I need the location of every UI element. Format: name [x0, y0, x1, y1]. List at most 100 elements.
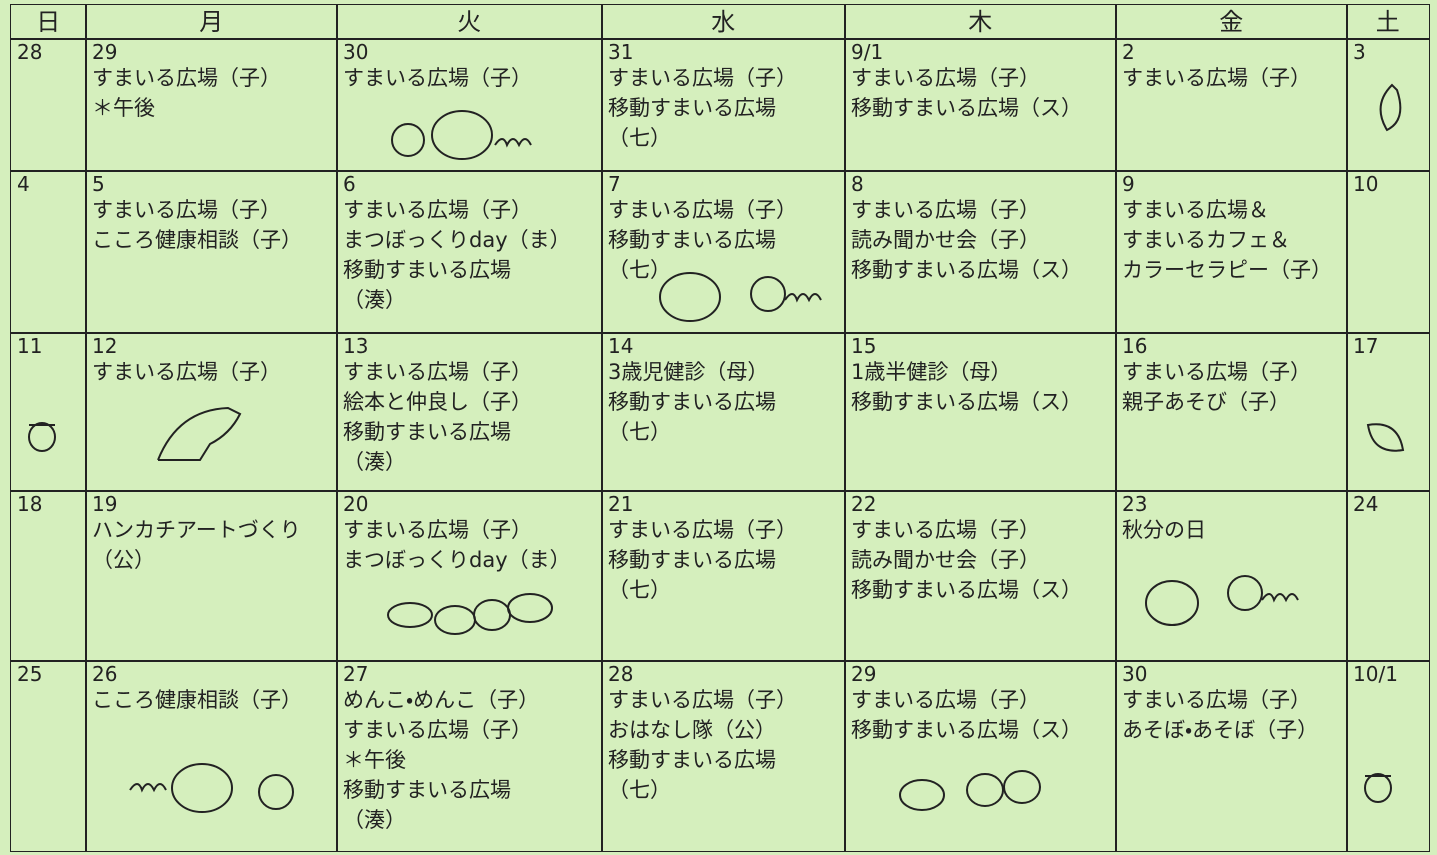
- day-cell: 16 すまいる広場（子） 親子あそび（子）: [1115, 332, 1348, 492]
- event: カラーセラピー（子）: [1122, 258, 1332, 282]
- day-cell: 10/1: [1346, 660, 1430, 852]
- event: 移動すまいる広場: [608, 228, 776, 252]
- date: 31: [608, 40, 634, 64]
- day-cell: 26 こころ健康相談（子）: [85, 660, 338, 852]
- day-cell: 30 すまいる広場（子）: [336, 38, 603, 172]
- day-header: 火: [336, 4, 603, 40]
- day-cell: 11: [10, 332, 87, 492]
- event: すまいる広場（子）: [608, 66, 797, 90]
- event: あそぼ・あそぼ（子）: [1122, 718, 1319, 742]
- date: 9: [1122, 172, 1135, 196]
- day-cell: 23 秋分の日: [1115, 490, 1348, 662]
- day-cell: 6 すまいる広場（子） まつぼっくりday（ま） 移動すまいる広場 （湊）: [336, 170, 603, 334]
- event: （湊）: [343, 808, 406, 832]
- day-cell: 17: [1346, 332, 1430, 492]
- day-header: 日: [10, 4, 87, 40]
- event: すまいる広場＆: [1122, 198, 1269, 222]
- event: すまいる広場（子）: [851, 198, 1040, 222]
- event: 絵本と仲良し（子）: [343, 390, 532, 414]
- event: （七）: [608, 578, 671, 602]
- event: （七）: [608, 126, 671, 150]
- day-cell: 14 3歳児健診（母） 移動すまいる広場 （七）: [601, 332, 846, 492]
- event: 移動すまいる広場（ス）: [851, 258, 1082, 282]
- day-cell: 13 すまいる広場（子） 絵本と仲良し（子） 移動すまいる広場 （湊）: [336, 332, 603, 492]
- date: 25: [17, 662, 43, 686]
- event: すまいる広場（子）: [608, 688, 797, 712]
- date: 10: [1353, 172, 1379, 196]
- day-cell: 5 すまいる広場（子） こころ健康相談（子）: [85, 170, 338, 334]
- event: （七）: [608, 420, 671, 444]
- day-cell: 10: [1346, 170, 1430, 334]
- event: （公）: [92, 548, 155, 572]
- event: ＊午後: [343, 748, 406, 772]
- event: 移動すまいる広場: [343, 778, 511, 802]
- event: 移動すまいる広場（ス）: [851, 578, 1082, 602]
- date: 29: [851, 662, 877, 686]
- event: すまいる広場（子）: [343, 360, 532, 384]
- day-cell: 24: [1346, 490, 1430, 662]
- day-cell: 20 すまいる広場（子） まつぼっくりday（ま）: [336, 490, 603, 662]
- date: 3: [1353, 40, 1366, 64]
- day-header: 月: [85, 4, 338, 40]
- event: こころ健康相談（子）: [92, 228, 302, 252]
- event: 移動すまいる広場（ス）: [851, 390, 1082, 414]
- date: 24: [1353, 492, 1379, 516]
- date: 7: [608, 172, 621, 196]
- event: 秋分の日: [1122, 518, 1206, 542]
- event: ＊午後: [92, 96, 155, 120]
- day-cell: 28 すまいる広場（子） おはなし隊（公） 移動すまいる広場 （七）: [601, 660, 846, 852]
- day-cell: 2 すまいる広場（子）: [1115, 38, 1348, 172]
- event: すまいる広場（子）: [343, 66, 532, 90]
- date: 18: [17, 492, 43, 516]
- day-cell: 19 ハンカチアートづくり （公）: [85, 490, 338, 662]
- event: ハンカチアートづくり: [92, 518, 301, 542]
- day-cell: 31 すまいる広場（子） 移動すまいる広場 （七）: [601, 38, 846, 172]
- date: 5: [92, 172, 105, 196]
- date: 2: [1122, 40, 1135, 64]
- date: 20: [343, 492, 369, 516]
- date: 17: [1353, 334, 1379, 358]
- date: 28: [608, 662, 634, 686]
- event: すまいる広場（子）: [608, 518, 797, 542]
- day-cell: 3: [1346, 38, 1430, 172]
- date: 12: [92, 334, 118, 358]
- day-cell: 9/1 すまいる広場（子） 移動すまいる広場（ス）: [844, 38, 1117, 172]
- day-cell: 29 すまいる広場（子） 移動すまいる広場（ス）: [844, 660, 1117, 852]
- day-cell: 29 すまいる広場（子） ＊午後: [85, 38, 338, 172]
- event: （湊）: [343, 288, 406, 312]
- date: 6: [343, 172, 356, 196]
- day-cell: 12 すまいる広場（子）: [85, 332, 338, 492]
- day-cell: 8 すまいる広場（子） 読み聞かせ会（子） 移動すまいる広場（ス）: [844, 170, 1117, 334]
- day-cell: 25: [10, 660, 87, 852]
- date: 27: [343, 662, 369, 686]
- date: 21: [608, 492, 634, 516]
- day-cell: 7 すまいる広場（子） 移動すまいる広場 （七）: [601, 170, 846, 334]
- date: 23: [1122, 492, 1148, 516]
- day-cell: 21 すまいる広場（子） 移動すまいる広場 （七）: [601, 490, 846, 662]
- date: 30: [1122, 662, 1148, 686]
- day-header: 水: [601, 4, 846, 40]
- event: 移動すまいる広場（ス）: [851, 718, 1082, 742]
- event: すまいるカフェ＆: [1122, 228, 1290, 252]
- day-cell: 28: [10, 38, 87, 172]
- day-cell: 4: [10, 170, 87, 334]
- event: 移動すまいる広場（ス）: [851, 96, 1082, 120]
- day-header: 木: [844, 4, 1117, 40]
- event: おはなし隊（公）: [608, 718, 776, 742]
- event: すまいる広場（子）: [343, 718, 532, 742]
- date: 9/1: [851, 40, 884, 64]
- event: 移動すまいる広場: [608, 748, 776, 772]
- date: 8: [851, 172, 864, 196]
- event: まつぼっくりday（ま）: [343, 548, 571, 572]
- date: 10/1: [1353, 662, 1398, 686]
- date: 16: [1122, 334, 1148, 358]
- event: すまいる広場（子）: [851, 66, 1040, 90]
- event: めんこ・めんこ（子）: [343, 688, 540, 712]
- date: 26: [92, 662, 118, 686]
- date: 28: [17, 40, 43, 64]
- date: 13: [343, 334, 369, 358]
- event: （七）: [608, 258, 671, 282]
- date: 22: [851, 492, 877, 516]
